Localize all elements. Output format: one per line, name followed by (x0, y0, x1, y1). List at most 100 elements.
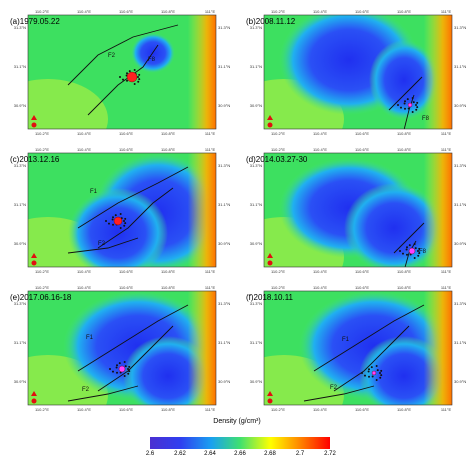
map-panel-d: F8 110.2°E 110.2°E 110.4°E 110.4°E 110.6°E 110… (240, 143, 470, 289)
lat-tick-label: 31.3°N (218, 25, 230, 30)
legend-triangle-icon (31, 253, 37, 258)
lat-tick-label: 30.9°N (218, 241, 230, 246)
lat-tick-label: 31.1°N (218, 202, 230, 207)
aftershock-point (418, 247, 421, 250)
fault-line (77, 304, 189, 372)
aftershock-point (109, 368, 111, 370)
aftershock-point (379, 372, 381, 374)
panel-title: (f)2018.10.11 (246, 293, 293, 302)
aftershock-point (137, 80, 140, 83)
fault-line (67, 237, 139, 254)
aftershock-point (119, 227, 122, 230)
lon-tick-label: 110.2°E (271, 131, 285, 136)
lon-tick-label: 110.6°E (119, 147, 133, 152)
aftershock-point (408, 244, 411, 247)
aftershock-point (105, 220, 107, 222)
map-panel-b: F8 110.2°E 110.2°E 110.4°E 110.4°E 110.6°E 110… (240, 5, 470, 151)
lon-tick-label: 111°E (205, 147, 216, 152)
lon-tick-label: 111°E (205, 285, 216, 290)
aftershock-point (413, 242, 416, 245)
lat-tick-label: 30.9°N (14, 241, 26, 246)
aftershock-point (417, 254, 420, 257)
aftershock-point (119, 212, 122, 215)
aftershock-point (380, 374, 383, 377)
aftershock-point (411, 96, 414, 99)
map-svg: F8 110.2°E 110.2°E 110.4°E 110.4°E 110.6°E 110… (250, 147, 467, 274)
colorbar-tick-label: 2.66 (234, 451, 246, 457)
lon-tick-label: 110.2°E (35, 9, 49, 14)
lon-tick-label: 111°E (205, 131, 216, 136)
density-edge-high (264, 15, 452, 129)
lat-tick-label: 31.1°N (14, 202, 26, 207)
aftershock-point (111, 370, 114, 373)
lat-tick-label: 30.9°N (14, 103, 26, 108)
lon-tick-label: 110.2°E (271, 9, 285, 14)
map-frame (263, 290, 453, 406)
aftershock-point (405, 248, 408, 251)
map-svg: F2 F8 110.2°E 110.2°E 110.4°E 110.4°E 110.6°E 1… (14, 9, 231, 136)
lon-tick-label: 111°E (205, 269, 216, 274)
fault-label: F2 (98, 241, 106, 247)
fault-label: F8 (422, 116, 430, 122)
aftershock-point (121, 78, 124, 81)
lon-tick-label: 110.6°E (355, 269, 369, 274)
map-svg: F8 110.2°E 110.2°E 110.4°E 110.4°E 110.6°E 110… (250, 9, 467, 136)
lon-tick-label: 110.2°E (271, 285, 285, 290)
fault-label: F1 (86, 335, 94, 341)
panel-title: (d)2014.03.27-30 (246, 155, 308, 164)
map-panel-c: F1 F2 110.2°E 110.2°E 110.4°E 110.4°E 110.6°E 1… (4, 143, 234, 289)
lon-tick-label: 110.4°E (313, 9, 327, 14)
lon-tick-label: 110.6°E (355, 9, 369, 14)
lat-tick-label: 31.3°N (454, 163, 466, 168)
aftershock-point (399, 250, 401, 252)
aftershock-point (123, 220, 125, 222)
aftershock-point (127, 372, 130, 375)
legend-circle-icon (31, 398, 37, 404)
aftershock-point (406, 253, 409, 256)
aftershock-point (116, 364, 119, 367)
colorbar-tick-label: 2.68 (264, 451, 276, 457)
epicenter-marker (113, 216, 123, 226)
lat-tick-label: 31.1°N (250, 202, 262, 207)
map-frame (263, 14, 453, 130)
lon-tick-label: 110.4°E (77, 269, 91, 274)
lon-tick-label: 110.6°E (119, 9, 133, 14)
lon-tick-label: 110.8°E (161, 9, 175, 14)
aftershock-point (418, 252, 421, 255)
lat-tick-label: 30.9°N (250, 241, 262, 246)
aftershock-point (114, 214, 117, 217)
aftershock-point (126, 72, 129, 75)
density-edge-high (264, 291, 452, 405)
panel-title: (e)2017.06.16-18 (10, 293, 72, 302)
lat-tick-label: 31.1°N (14, 340, 26, 345)
lat-tick-label: 31.1°N (454, 340, 466, 345)
panel-title: (b)2008.11.12 (246, 17, 296, 26)
lat-tick-label: 30.9°N (218, 379, 230, 384)
legend-triangle-icon (267, 253, 273, 258)
aftershock-point (413, 257, 416, 260)
lon-tick-label: 110.2°E (271, 407, 285, 412)
fault-label: F1 (342, 337, 350, 343)
lon-tick-label: 111°E (441, 269, 452, 274)
fault-line (67, 385, 139, 402)
aftershock-point (379, 376, 382, 379)
lat-tick-label: 31.3°N (14, 301, 26, 306)
panel-title: (c)2013.12.16 (10, 155, 60, 164)
aftershock-point (404, 100, 407, 103)
lat-tick-label: 30.9°N (454, 103, 466, 108)
map-frame (263, 152, 453, 268)
legend-circle-icon (267, 398, 273, 404)
lon-tick-label: 111°E (441, 131, 452, 136)
lon-tick-label: 110.4°E (77, 9, 91, 14)
lat-tick-label: 31.3°N (250, 301, 262, 306)
lon-tick-label: 110.2°E (35, 285, 49, 290)
map-panel-e: F1 F2 110.2°E 110.2°E 110.4°E 110.4°E 110.6°E 1… (4, 281, 234, 427)
aftershock-point (412, 101, 415, 104)
colorbar (150, 437, 330, 449)
fault-line (97, 187, 174, 249)
aftershock-point (407, 107, 410, 110)
lon-tick-label: 110.8°E (397, 285, 411, 290)
aftershock-point (124, 222, 127, 225)
fault-line (388, 76, 423, 111)
lon-tick-label: 111°E (205, 407, 216, 412)
